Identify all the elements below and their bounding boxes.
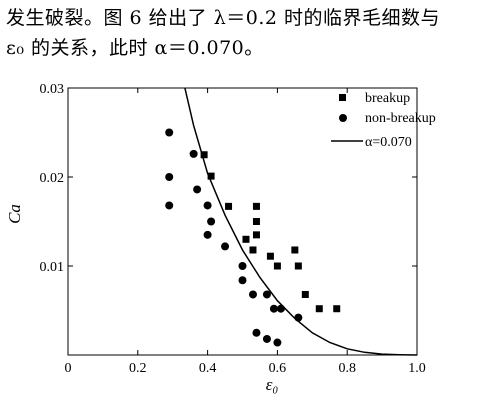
- legend-breakup-marker: [339, 94, 346, 101]
- non-breakup-point: [203, 201, 212, 210]
- breakup-point: [225, 202, 233, 210]
- non-breakup-point: [165, 128, 174, 137]
- y-tick-label: 0.01: [40, 260, 65, 275]
- non-breakup-point: [269, 304, 278, 313]
- non-breakup-point: [238, 262, 247, 270]
- breakup-point: [249, 246, 257, 254]
- non-breakup-point: [248, 290, 257, 299]
- non-breakup-point: [165, 173, 174, 181]
- non-breakup-point: [262, 334, 271, 343]
- breakup-point: [252, 218, 260, 225]
- non-breakup-point: [193, 185, 202, 194]
- breakup-point: [294, 262, 302, 270]
- y-tick-label: 0.03: [40, 82, 65, 97]
- breakup-point: [252, 231, 260, 239]
- legend-curve-label: α=0.070: [365, 135, 412, 150]
- breakup-point: [200, 151, 208, 159]
- x-tick-label: 0.6: [269, 361, 287, 376]
- x-tick-label: 0.8: [338, 361, 356, 376]
- paragraph-line-1: 发生破裂。图 6 给出了 λ＝0.2 时的临界毛细数与: [6, 7, 441, 29]
- non-breakup-point: [165, 201, 174, 210]
- x-tick-label: 0: [65, 361, 72, 376]
- legend: breakup non-breakup α=0.070: [331, 91, 436, 150]
- paragraph-line-2: ε₀ 的关系，此时 α＝0.070。: [6, 37, 264, 59]
- legend-non-breakup-label: non-breakup: [365, 111, 436, 126]
- y-axis-ticks: 0.01 0.02 0.03: [40, 82, 417, 275]
- non-breakup-point: [294, 313, 303, 322]
- legend-non-breakup-marker: [339, 114, 347, 122]
- breakup-point: [315, 305, 323, 313]
- y-tick-label: 0.02: [40, 171, 65, 186]
- x-tick-label: 0.2: [129, 361, 147, 376]
- non-breakup-point: [189, 149, 198, 158]
- breakup-point: [301, 290, 309, 298]
- plot-frame: [67, 87, 418, 356]
- breakup-point: [242, 235, 250, 243]
- y-axis-label: Ca: [5, 204, 24, 224]
- non-breakup-point: [238, 276, 247, 285]
- x-tick-label: 0.4: [199, 361, 217, 376]
- data-points-layer: [165, 128, 341, 347]
- x-axis-label: ε₀: [266, 375, 279, 394]
- breakup-point: [266, 252, 274, 260]
- breakup-point: [291, 246, 299, 254]
- non-breakup-point: [203, 230, 212, 239]
- breakup-point: [333, 305, 341, 313]
- breakup-point: [252, 202, 260, 210]
- non-breakup-point: [262, 290, 271, 299]
- legend-breakup-label: breakup: [365, 91, 410, 106]
- non-breakup-point: [273, 338, 282, 347]
- non-breakup-point: [207, 217, 216, 226]
- non-breakup-point: [221, 242, 230, 251]
- non-breakup-point: [276, 304, 285, 313]
- breakup-point: [207, 172, 215, 180]
- non-breakup-point: [252, 328, 261, 337]
- x-axis-ticks: 0 0.2 0.4 0.6 0.8 1.0: [65, 88, 426, 376]
- x-tick-label: 1.0: [408, 361, 426, 376]
- breakup-point: [273, 262, 281, 270]
